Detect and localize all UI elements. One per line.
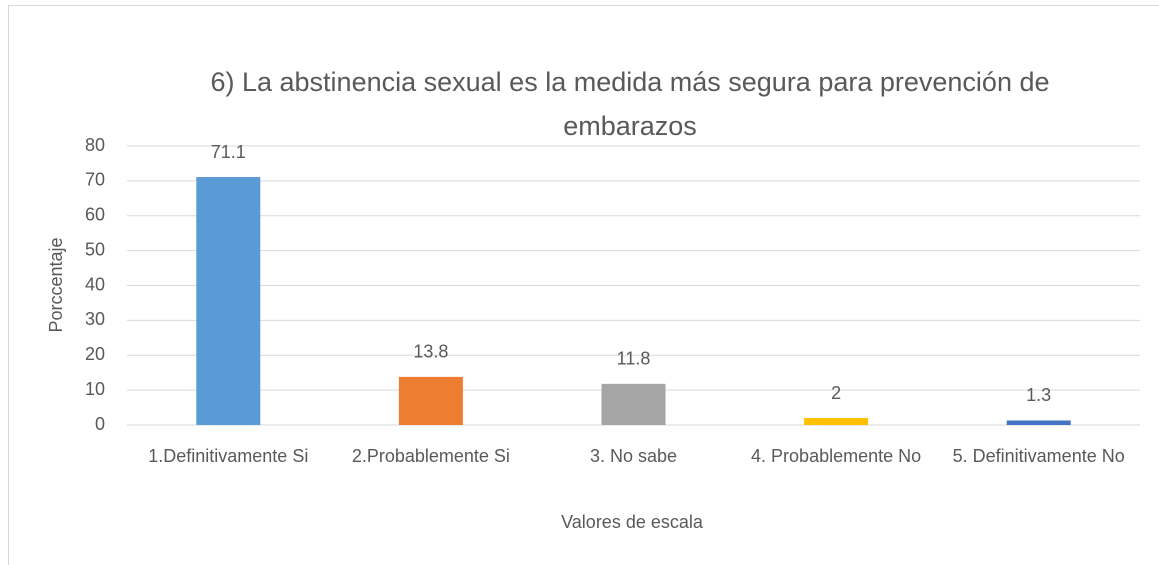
data-label: 13.8 bbox=[413, 342, 448, 362]
chart-frame bbox=[8, 5, 1159, 565]
y-axis-title: Porccentaje bbox=[46, 237, 66, 332]
data-label: 2 bbox=[831, 383, 841, 403]
y-tick-label: 50 bbox=[85, 239, 105, 259]
y-tick-label: 0 bbox=[95, 414, 105, 434]
data-label: 11.8 bbox=[617, 349, 651, 369]
y-tick-label: 40 bbox=[85, 274, 105, 294]
bar bbox=[601, 383, 666, 425]
bar bbox=[196, 177, 261, 425]
x-axis-title: Valores de escala bbox=[561, 512, 704, 532]
x-tick-label: 5. Definitivamente No bbox=[952, 446, 1125, 466]
data-label: 71.1 bbox=[211, 142, 246, 162]
y-tick-label: 70 bbox=[85, 170, 105, 190]
bar bbox=[398, 376, 463, 425]
y-tick-label: 10 bbox=[85, 379, 105, 399]
y-tick-label: 80 bbox=[85, 135, 105, 155]
x-tick-label: 3. No sabe bbox=[589, 446, 678, 466]
y-tick-label: 30 bbox=[85, 309, 105, 329]
x-tick-label: 4. Probablemente No bbox=[751, 446, 922, 466]
x-tick-label: 2.Probablemente Si bbox=[351, 446, 510, 466]
y-tick-label: 60 bbox=[85, 205, 105, 225]
chart-title: 6) La abstinencia sexual es la medida má… bbox=[210, 67, 1050, 141]
y-tick-label: 20 bbox=[85, 344, 105, 364]
bar bbox=[804, 418, 869, 425]
bar bbox=[1006, 420, 1071, 425]
data-label: 1.3 bbox=[1026, 385, 1051, 405]
x-tick-label: 1.Definitivamente Si bbox=[148, 446, 309, 466]
